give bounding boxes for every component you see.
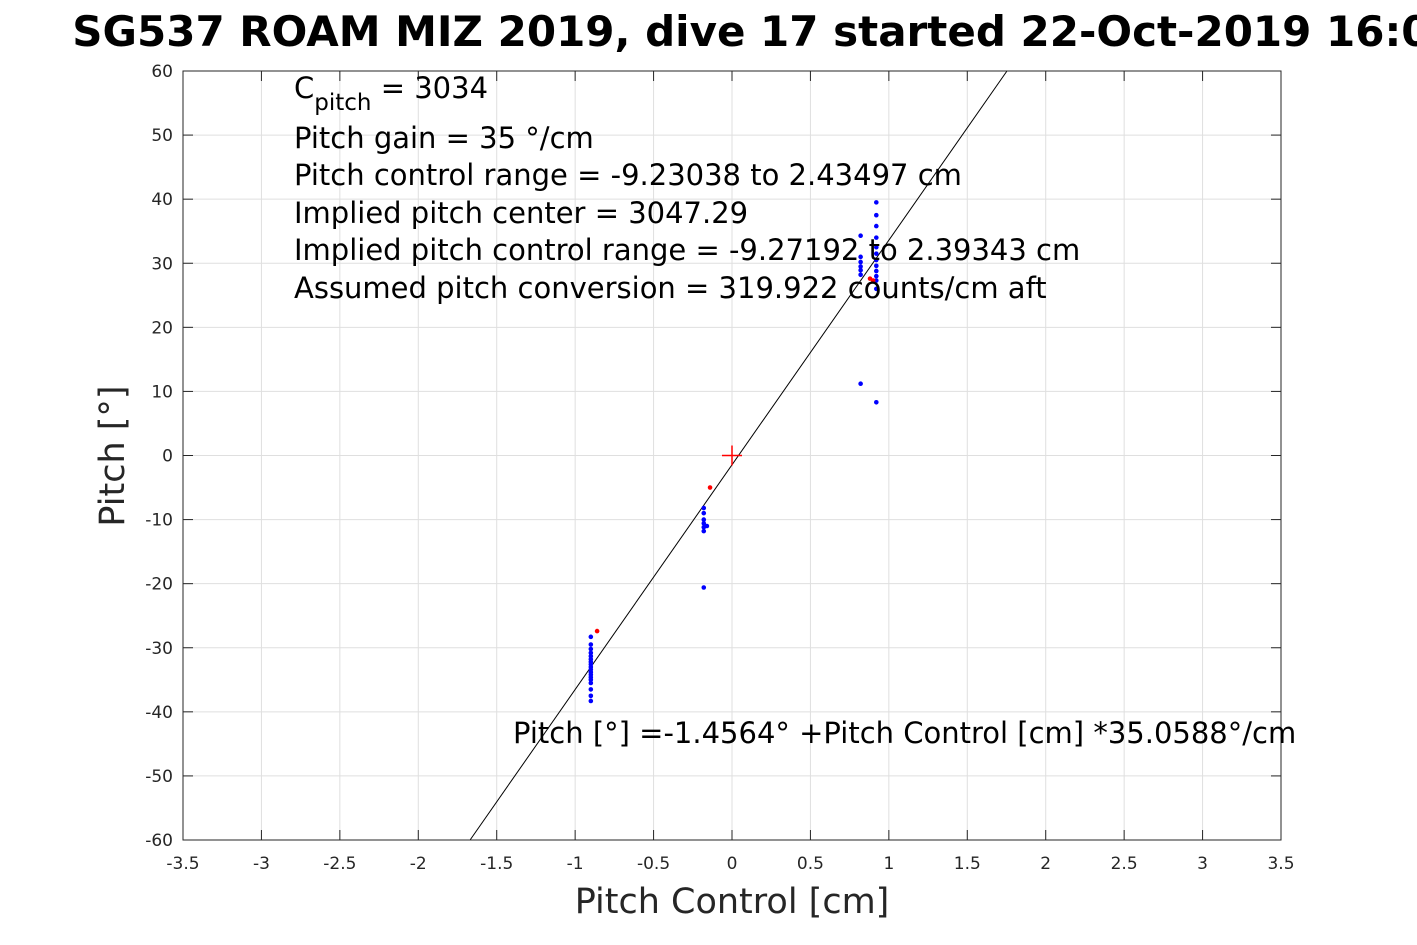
cpitch-value: = 3034	[371, 71, 488, 105]
data-point	[588, 680, 594, 686]
data-point	[858, 267, 863, 273]
annotation-pitch-gain: Pitch gain = 35 °/cm	[294, 121, 594, 155]
data-point	[874, 244, 879, 250]
annotation-assumed-pitch-conversion: Assumed pitch conversion = 319.922 count…	[294, 271, 1047, 305]
cpitch-symbol: C	[294, 71, 314, 105]
y-tick-label: -30	[145, 639, 173, 659]
x-tick-label: 3	[1197, 854, 1208, 874]
data-point	[874, 400, 879, 405]
data-point	[874, 286, 879, 292]
y-tick-label: 60	[151, 62, 173, 82]
x-tick-label: -3	[253, 854, 270, 874]
y-axis-label: Pitch [°]	[93, 385, 133, 526]
data-point	[594, 628, 600, 634]
pitch-center-marker	[722, 445, 742, 466]
annotation-pitch-control-range: Pitch control range = -9.23038 to 2.4349…	[294, 158, 962, 192]
data-point	[701, 505, 707, 511]
y-tick-label: -50	[145, 767, 173, 787]
y-tick-label: -10	[145, 511, 173, 531]
y-tick-labels: -60 -50 -40 -30 -20 -10 0 10 20 30 40 50 60	[145, 62, 173, 851]
data-point	[874, 251, 879, 256]
data-point	[588, 634, 594, 640]
x-tick-label: -0.5	[637, 854, 670, 874]
data-point	[701, 510, 707, 516]
x-tick-label: -2.5	[323, 854, 356, 874]
y-tick-label: 30	[151, 254, 173, 274]
data-point	[701, 528, 707, 534]
data-point	[701, 585, 707, 590]
data-point	[858, 272, 863, 278]
data-point	[874, 263, 879, 269]
data-point	[870, 278, 876, 283]
data-point	[874, 223, 879, 229]
x-tick-label: 2.5	[1111, 854, 1138, 874]
annotation-implied-pitch-center: Implied pitch center = 3047.29	[294, 196, 748, 230]
x-axis-label: Pitch Control [cm]	[575, 882, 890, 922]
data-point	[874, 235, 879, 240]
data-point	[874, 268, 879, 274]
data-point	[701, 517, 707, 522]
data-point	[858, 254, 863, 260]
y-tick-label: 10	[151, 382, 173, 402]
y-tick-label: -40	[145, 703, 173, 723]
data-point	[588, 677, 594, 683]
data-point	[874, 257, 879, 263]
annotation-block: Cpitch = 3034 Pitch gain = 35 °/cm Pitch…	[294, 71, 1080, 305]
x-tick-label: 3.5	[1267, 854, 1294, 874]
axis-ticks	[182, 70, 1282, 841]
data-point	[701, 521, 707, 526]
x-tick-label: 1	[883, 854, 894, 874]
data-point	[588, 698, 594, 704]
cpitch-subscript: pitch	[314, 90, 371, 116]
data-points	[588, 200, 879, 704]
chart-title: SG537 ROAM MIZ 2019, dive 17 started 22-…	[72, 7, 1417, 56]
x-tick-labels: -3.5 -3 -2.5 -2 -1.5 -1 -0.5 0 0.5 1 1.5 2 2.5 3 3.5	[166, 854, 1294, 874]
x-tick-label: -3.5	[166, 854, 199, 874]
data-point	[704, 523, 710, 529]
data-point	[588, 642, 594, 647]
data-point	[858, 233, 863, 238]
x-tick-label: 1.5	[954, 854, 981, 874]
data-point	[588, 693, 594, 699]
data-point	[588, 687, 594, 692]
data-point	[858, 264, 863, 269]
data-point	[588, 650, 594, 656]
x-tick-label: 0.5	[797, 854, 824, 874]
fit-equation-label: Pitch [°] =-1.4564° +Pitch Control [cm] …	[513, 716, 1296, 750]
data-point	[874, 273, 879, 279]
data-point	[588, 653, 594, 659]
y-tick-label: 0	[162, 447, 173, 467]
x-tick-label: 0	[727, 854, 738, 874]
y-tick-label: -20	[145, 575, 173, 595]
x-tick-label: 2	[1040, 854, 1051, 874]
y-tick-label: 50	[151, 126, 173, 146]
data-point	[707, 485, 713, 490]
x-tick-label: -1	[567, 854, 584, 874]
data-point	[858, 381, 863, 387]
data-point	[874, 200, 879, 205]
x-tick-label: -2	[410, 854, 427, 874]
y-tick-label: 40	[151, 190, 173, 210]
annotation-implied-pitch-control-range: Implied pitch control range = -9.27192 t…	[294, 233, 1080, 267]
x-tick-label: -1.5	[480, 854, 513, 874]
y-tick-label: -60	[145, 831, 173, 851]
annotation-cpitch: Cpitch = 3034	[294, 71, 488, 116]
y-tick-label: 20	[151, 318, 173, 338]
data-point	[858, 259, 863, 265]
data-point	[874, 212, 879, 218]
data-point	[588, 646, 594, 652]
